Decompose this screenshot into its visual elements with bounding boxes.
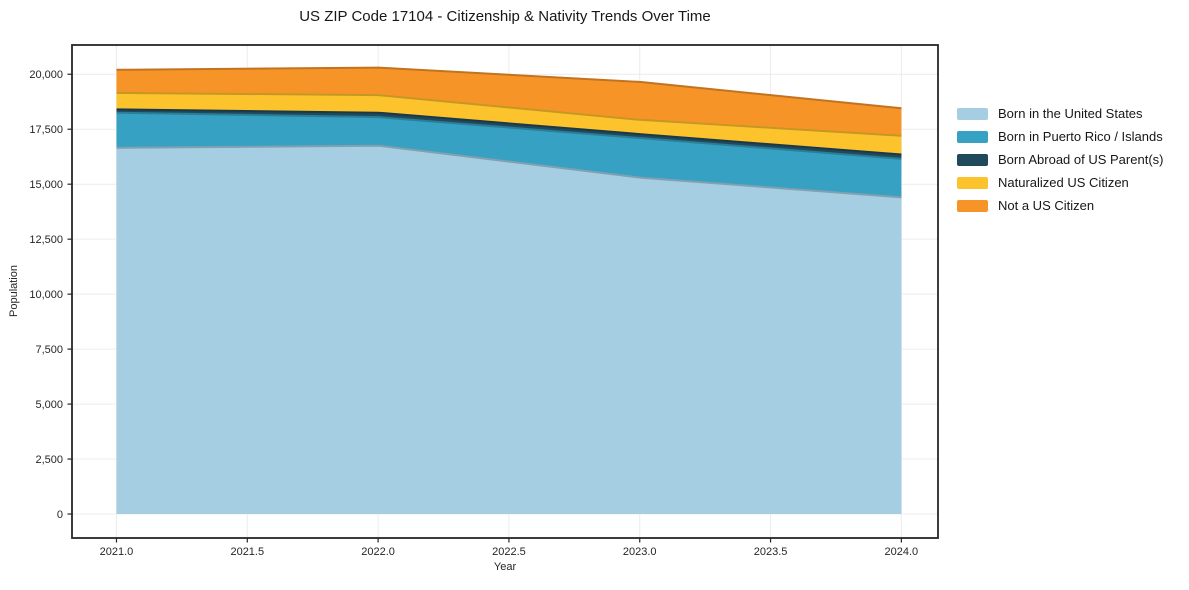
legend-item: Born Abroad of US Parent(s) bbox=[957, 148, 1163, 171]
y-tick-label: 0 bbox=[57, 509, 63, 521]
y-axis-label: Population bbox=[8, 265, 20, 317]
legend-swatch bbox=[957, 107, 988, 120]
x-tick-label: 2022.5 bbox=[492, 546, 526, 558]
legend-swatch bbox=[957, 199, 988, 212]
y-tick-label: 7,500 bbox=[35, 344, 63, 356]
area-edge-3 bbox=[116, 91, 902, 137]
legend-label: Born in the United States bbox=[998, 106, 1143, 121]
plot-border bbox=[71, 44, 939, 539]
x-tick-label: 2022.0 bbox=[361, 546, 395, 558]
legend-item: Born in the United States bbox=[957, 102, 1163, 125]
legend-swatch bbox=[957, 130, 988, 143]
y-tick-label: 2,500 bbox=[35, 454, 63, 466]
area-series-1 bbox=[116, 112, 902, 198]
legend-swatch bbox=[957, 176, 988, 189]
chart-title: US ZIP Code 17104 - Citizenship & Nativi… bbox=[299, 8, 711, 25]
legend-label: Born Abroad of US Parent(s) bbox=[998, 152, 1164, 167]
x-tick-label: 2021.0 bbox=[100, 546, 134, 558]
x-tick-label: 2023.5 bbox=[754, 546, 788, 558]
legend-label: Not a US Citizen bbox=[998, 198, 1095, 213]
y-tick-label: 12,500 bbox=[29, 234, 63, 246]
area-edge-1 bbox=[116, 111, 902, 160]
legend-item: Naturalized US Citizen bbox=[957, 171, 1163, 194]
y-tick-label: 5,000 bbox=[35, 399, 63, 411]
x-axis-label: Year bbox=[493, 561, 517, 573]
x-tick-label: 2023.0 bbox=[623, 546, 657, 558]
area-series-4 bbox=[116, 67, 902, 136]
legend-item: Not a US Citizen bbox=[957, 194, 1163, 217]
legend-label: Born in Puerto Rico / Islands bbox=[998, 129, 1163, 144]
area-edge-0 bbox=[116, 144, 902, 199]
y-tick-label: 10,000 bbox=[29, 289, 63, 301]
area-series-0 bbox=[116, 145, 902, 514]
x-tick-label: 2021.5 bbox=[230, 546, 264, 558]
area-edge-2 bbox=[116, 108, 902, 156]
legend: Born in the United States Born in Puerto … bbox=[957, 102, 1163, 217]
legend-item: Born in Puerto Rico / Islands bbox=[957, 125, 1163, 148]
legend-swatch bbox=[957, 153, 988, 166]
legend-label: Naturalized US Citizen bbox=[998, 175, 1129, 190]
y-tick-label: 17,500 bbox=[29, 124, 63, 136]
y-tick-label: 15,000 bbox=[29, 179, 63, 191]
x-tick-label: 2024.0 bbox=[885, 546, 919, 558]
y-tick-label: 20,000 bbox=[29, 69, 63, 81]
area-edge-4 bbox=[116, 66, 902, 110]
